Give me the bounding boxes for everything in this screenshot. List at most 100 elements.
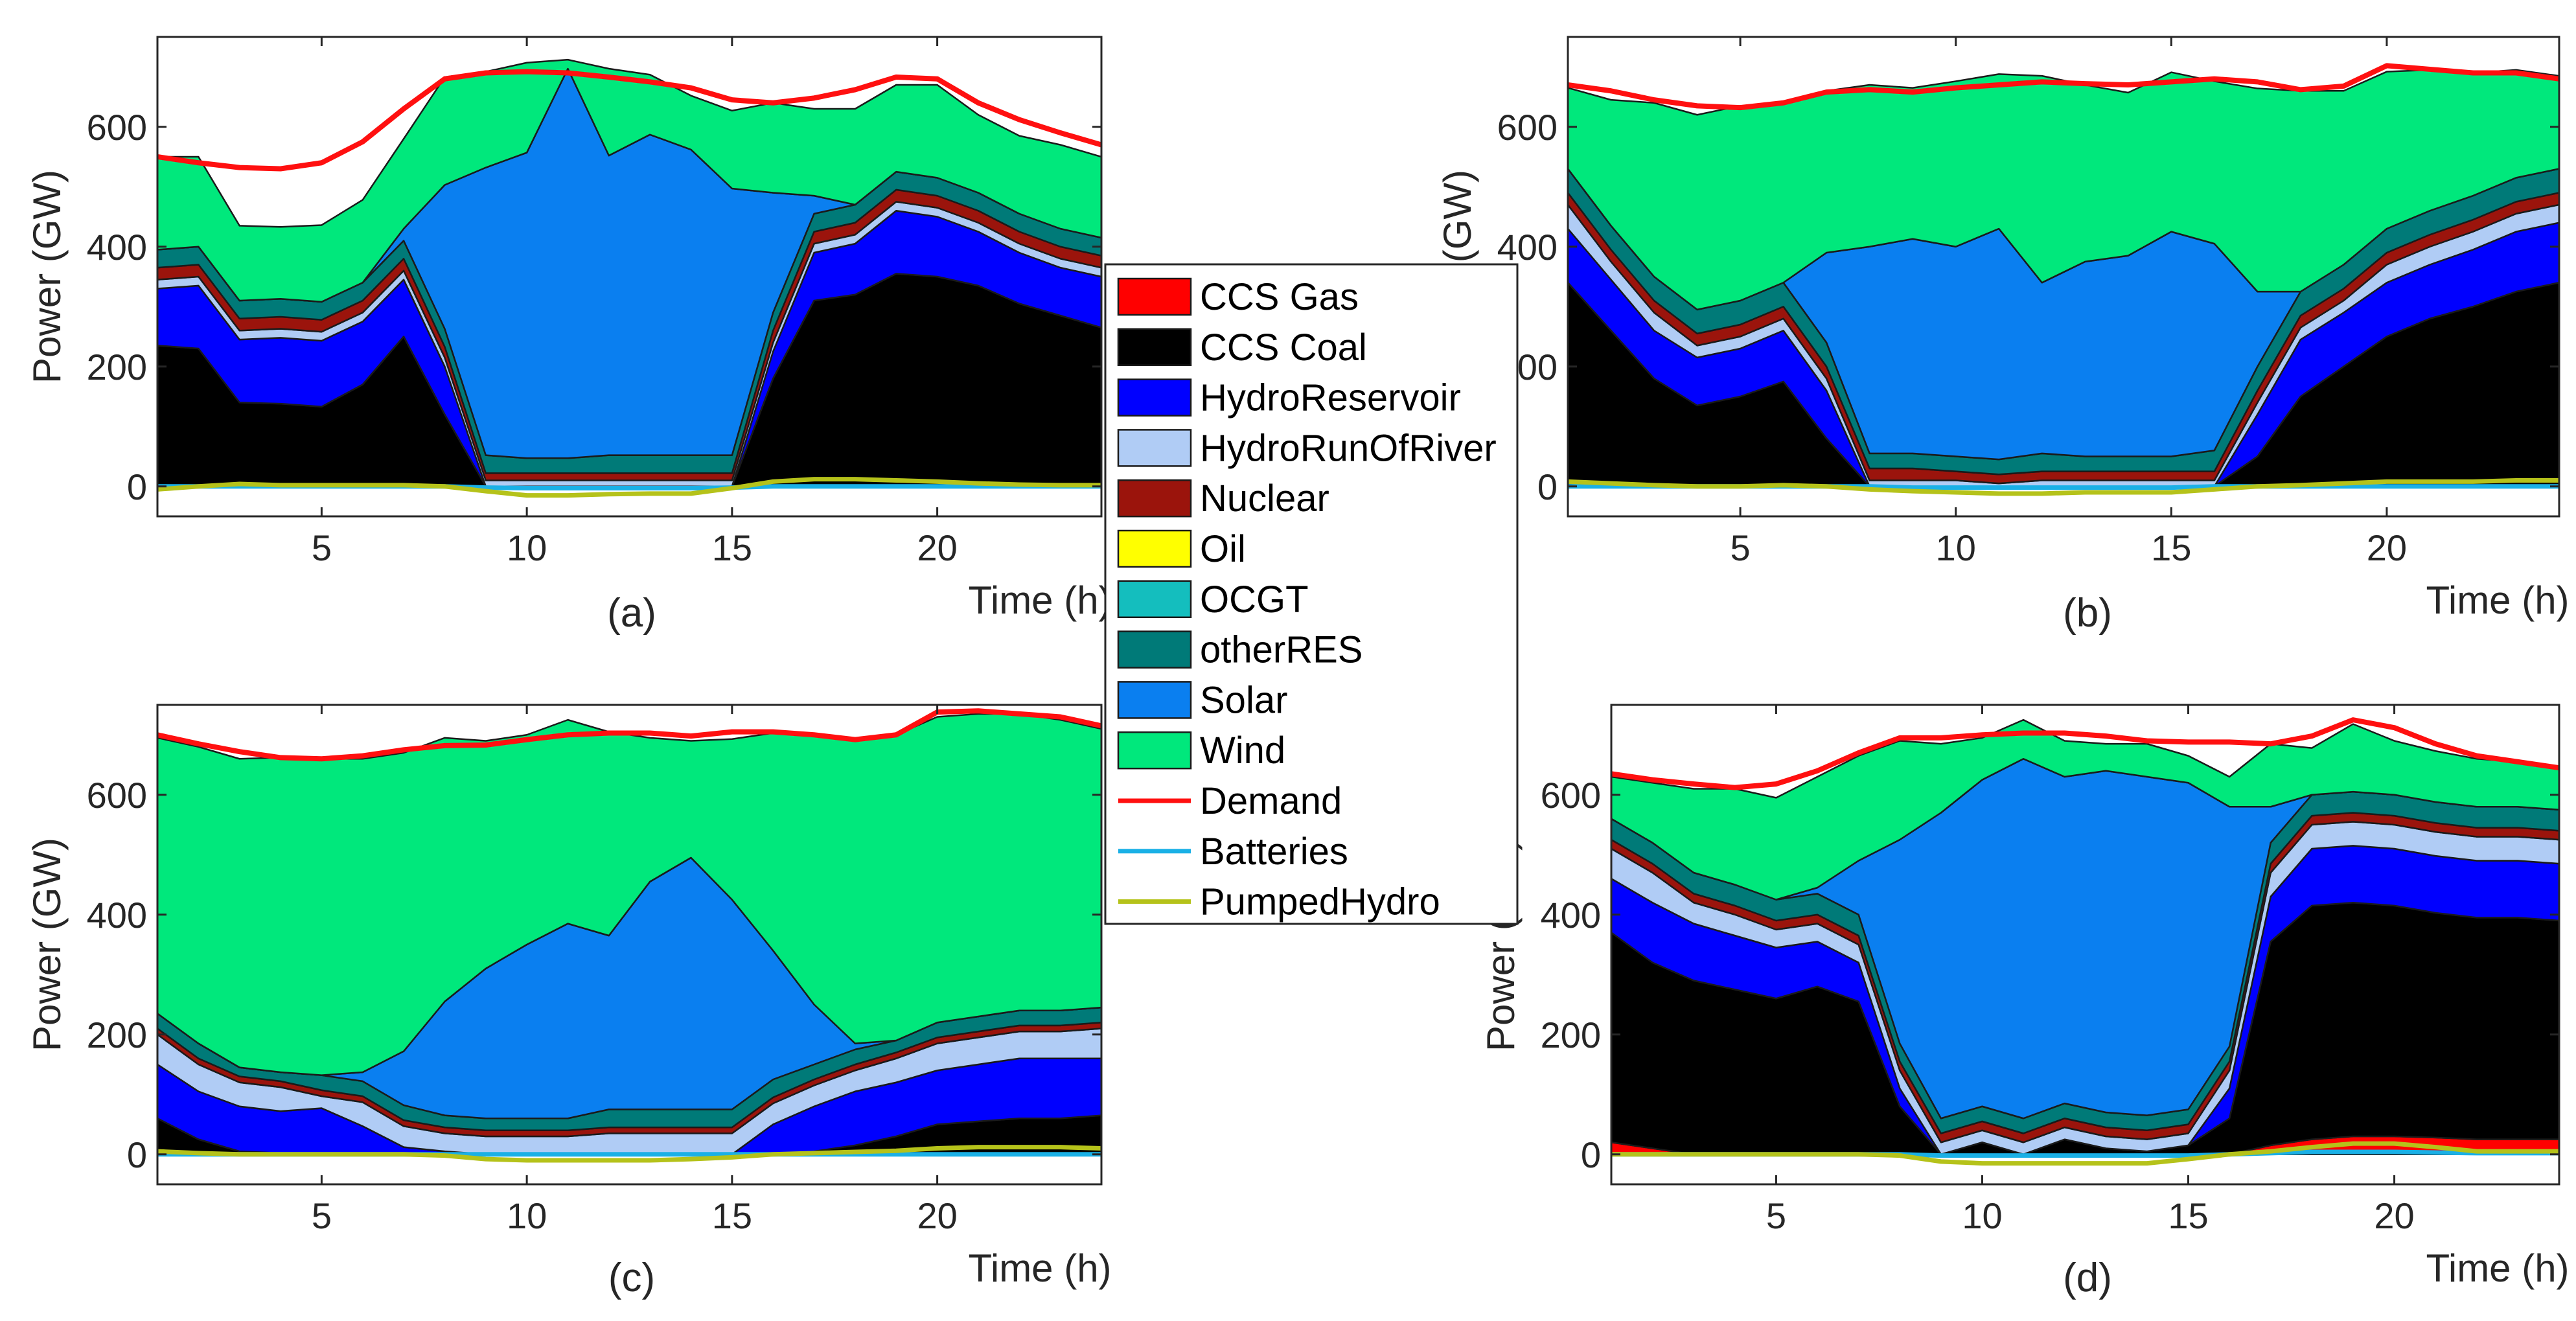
y-tick-label: 400 bbox=[87, 895, 147, 936]
x-tick-label: 20 bbox=[917, 527, 957, 568]
legend-entry-batteries: Batteries bbox=[1118, 831, 1348, 873]
y-tick-label: 0 bbox=[1581, 1134, 1601, 1175]
legend-label: PumpedHydro bbox=[1200, 881, 1440, 923]
x-tick-label: 5 bbox=[312, 1195, 332, 1236]
x-tick-label: 15 bbox=[712, 1195, 752, 1236]
y-tick-label: 0 bbox=[127, 1134, 147, 1175]
y-tick-label: 0 bbox=[1537, 466, 1558, 507]
panel-label: (a) bbox=[607, 591, 656, 636]
y-tick-label: 600 bbox=[1497, 107, 1558, 148]
legend-entry-ccs-coal: CCS Coal bbox=[1117, 327, 1367, 369]
x-tick-label: 20 bbox=[2374, 1195, 2414, 1236]
axes-frame bbox=[156, 36, 1103, 518]
axes-frame bbox=[1567, 36, 2560, 518]
x-tick-label: 10 bbox=[1936, 527, 1976, 568]
legend-entry-pumpedhydro: PumpedHydro bbox=[1118, 881, 1440, 923]
axes-frame bbox=[156, 704, 1103, 1186]
panel-label: (b) bbox=[2063, 591, 2112, 636]
legend-label: OCGT bbox=[1200, 579, 1309, 621]
legend-swatch bbox=[1117, 479, 1192, 518]
legend-swatch bbox=[1117, 429, 1192, 467]
legend-label: Wind bbox=[1200, 729, 1285, 772]
y-axis-label: Power (GW) bbox=[25, 170, 69, 384]
legend-label: HydroRunOfRiver bbox=[1200, 427, 1497, 469]
legend-swatch bbox=[1117, 731, 1192, 770]
axes-frame bbox=[1610, 704, 2560, 1186]
legend-label: Solar bbox=[1200, 679, 1287, 721]
legend-swatch bbox=[1117, 328, 1192, 367]
legend-label: Batteries bbox=[1200, 831, 1348, 873]
plot-content bbox=[157, 708, 1101, 1163]
legend-swatch bbox=[1117, 630, 1192, 669]
x-axis-label: Time (h) bbox=[968, 579, 1111, 622]
legend-label: Oil bbox=[1200, 528, 1246, 570]
y-tick-label: 200 bbox=[87, 1015, 147, 1055]
legend-label: CCS Coal bbox=[1200, 327, 1367, 369]
legend-swatch bbox=[1117, 681, 1192, 719]
legend-entry-nuclear: Nuclear bbox=[1117, 477, 1329, 520]
y-tick-label: 400 bbox=[1541, 895, 1601, 936]
legend-swatch bbox=[1117, 378, 1192, 417]
line-pumpedhydro bbox=[1611, 1141, 2559, 1166]
legend-swatch bbox=[1117, 580, 1192, 619]
x-tick-label: 5 bbox=[312, 527, 332, 568]
x-tick-label: 10 bbox=[507, 527, 547, 568]
y-tick-label: 600 bbox=[1541, 775, 1601, 816]
line-pumpedhydro bbox=[157, 477, 1101, 498]
legend-label: CCS Gas bbox=[1200, 276, 1359, 318]
x-tick-label: 15 bbox=[2151, 527, 2191, 568]
panel-label: (d) bbox=[2063, 1256, 2112, 1300]
x-tick-label: 10 bbox=[507, 1195, 547, 1236]
line-demand bbox=[1611, 717, 2559, 790]
y-tick-label: 200 bbox=[87, 347, 147, 387]
legend-entry-otherres: otherRES bbox=[1117, 629, 1363, 671]
legend-entry-wind: Wind bbox=[1117, 729, 1285, 772]
y-tick-label: 400 bbox=[87, 227, 147, 268]
legend-entry-hydroreservoir: HydroReservoir bbox=[1117, 377, 1461, 419]
x-tick-label: 10 bbox=[1962, 1195, 2002, 1236]
y-axis-label: Power (GW) bbox=[25, 838, 69, 1051]
legend-label: otherRES bbox=[1200, 629, 1363, 671]
legend-entry-ccs-gas: CCS Gas bbox=[1117, 276, 1359, 318]
x-axis-label: Time (h) bbox=[2426, 579, 2569, 622]
x-axis-label: Time (h) bbox=[2426, 1246, 2569, 1290]
panel-c: 0 200 400 600 5 10 15 20 Time (h) Power (GW) (c) bbox=[25, 704, 1112, 1300]
y-tick-label: 400 bbox=[1497, 227, 1558, 268]
x-tick-label: 15 bbox=[712, 527, 752, 568]
area-wind bbox=[1568, 69, 2559, 311]
x-tick-label: 20 bbox=[2367, 527, 2407, 568]
legend-swatch bbox=[1117, 529, 1192, 568]
y-tick-label: 600 bbox=[87, 107, 147, 148]
legend-label: HydroReservoir bbox=[1200, 377, 1461, 419]
x-tick-label: 20 bbox=[917, 1195, 957, 1236]
y-tick-label: 600 bbox=[87, 775, 147, 816]
area-wind bbox=[1611, 718, 2559, 901]
line-pumpedhydro bbox=[157, 1145, 1101, 1163]
line-demand bbox=[1568, 63, 2559, 111]
legend-swatch bbox=[1117, 277, 1192, 316]
panel-label: (c) bbox=[608, 1256, 655, 1300]
line-demand bbox=[157, 69, 1101, 172]
panel-a: 0 200 400 600 5 10 15 20 Time (h) Power (GW) (a) bbox=[25, 36, 1112, 636]
x-tick-label: 5 bbox=[1766, 1195, 1786, 1236]
line-pumpedhydro bbox=[1568, 478, 2559, 496]
y-tick-label: 0 bbox=[127, 466, 147, 507]
x-tick-label: 15 bbox=[2168, 1195, 2208, 1236]
legend-entry-oil: Oil bbox=[1117, 528, 1246, 570]
legend-entry-solar: Solar bbox=[1117, 679, 1287, 721]
legend-label: Nuclear bbox=[1200, 477, 1329, 520]
area-wind bbox=[157, 713, 1101, 1076]
line-demand bbox=[157, 708, 1101, 762]
x-tick-label: 5 bbox=[1731, 527, 1751, 568]
y-tick-label: 200 bbox=[1541, 1015, 1601, 1055]
legend: CCS Gas CCS Coal HydroReservoir HydroRunOfR… bbox=[1104, 263, 1519, 925]
plot-content bbox=[1568, 63, 2559, 496]
x-axis-label: Time (h) bbox=[968, 1246, 1111, 1290]
plot-content bbox=[157, 58, 1101, 498]
legend-entry-demand: Demand bbox=[1118, 780, 1342, 822]
legend-label: Demand bbox=[1200, 780, 1342, 822]
plot-content bbox=[1611, 717, 2559, 1166]
